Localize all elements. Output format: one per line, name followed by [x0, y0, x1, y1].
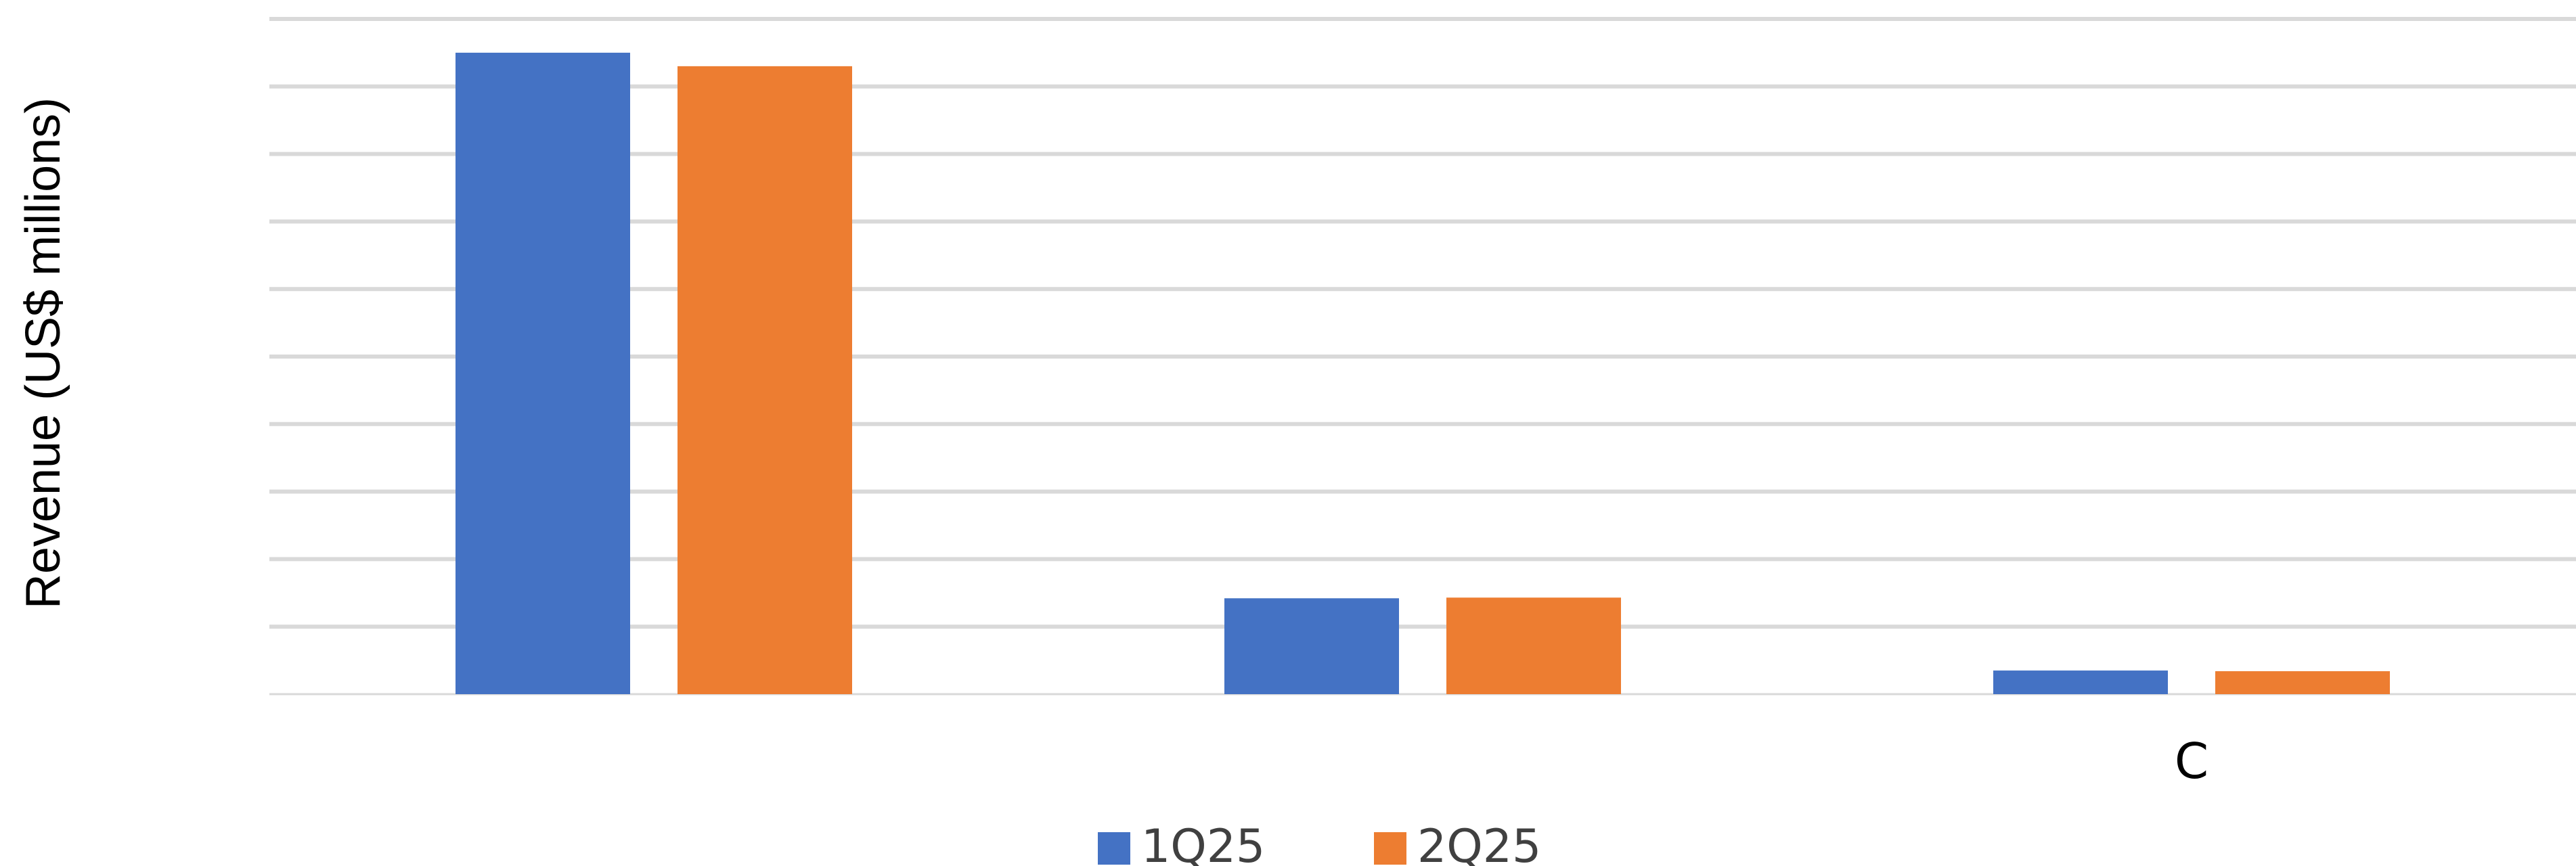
bar-1q25-cat-1	[1224, 598, 1399, 694]
legend-swatch-1q25	[1098, 832, 1130, 865]
legend: 1Q25 2Q25	[1098, 820, 1541, 866]
y-axis-label: Revenue (US$ millions)	[16, 97, 70, 609]
bar-2q25-cat-2	[2215, 671, 2390, 694]
category-labels: C	[2175, 733, 2208, 790]
legend-label-1q25: 1Q25	[1141, 820, 1265, 866]
bar-1q25-cat-0	[456, 52, 630, 694]
legend-swatch-2q25	[1374, 832, 1406, 865]
bar-2q25-cat-0	[678, 66, 852, 695]
category-label: C	[2175, 733, 2208, 790]
bar-2q25-cat-1	[1446, 597, 1621, 694]
legend-label-2q25: 2Q25	[1417, 820, 1541, 866]
bar-1q25-cat-2	[1993, 670, 2168, 694]
bars	[456, 52, 2390, 695]
gridlines	[269, 17, 2576, 696]
